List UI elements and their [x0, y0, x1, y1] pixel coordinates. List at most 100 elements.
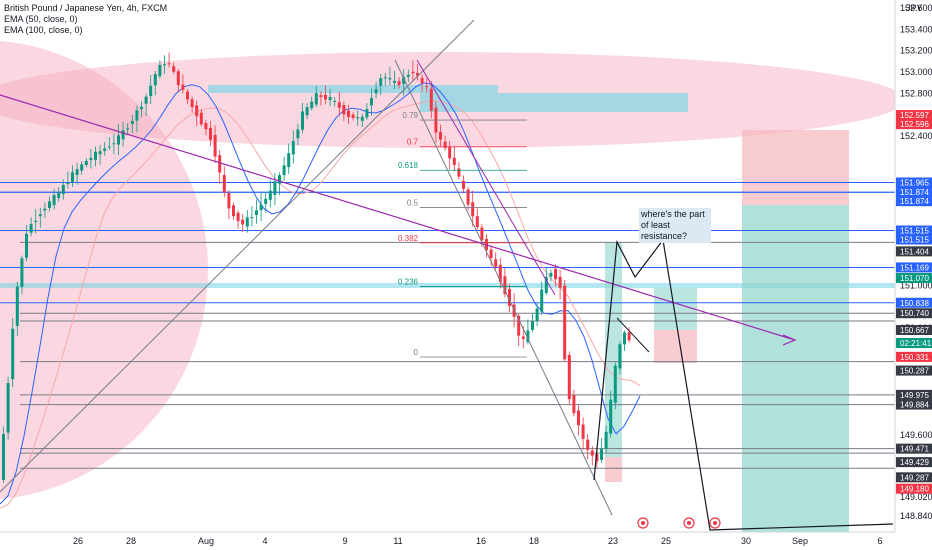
purple-trendline[interactable] [0, 94, 796, 341]
candle-body [475, 216, 479, 228]
candle-body [416, 72, 419, 76]
candle-body [204, 123, 208, 130]
price-badge-label: 151.874 [900, 188, 929, 197]
candle-body [356, 117, 360, 119]
candle-body [609, 399, 613, 434]
candle-body [558, 276, 562, 288]
candle-body [544, 276, 548, 294]
projection-segment [616, 317, 650, 353]
countdown-label: 02:21:41 [900, 339, 932, 348]
candle-body [351, 114, 355, 119]
demand-zone-1 [208, 85, 498, 93]
fib-label: 0.618 [398, 161, 419, 170]
candle-body [448, 146, 452, 159]
candle-body [531, 321, 534, 330]
ema50-label[interactable]: EMA (50, close, 0) [4, 14, 78, 24]
ema100-label[interactable]: EMA (100, close, 0) [4, 25, 83, 35]
price-badge-label: 149.471 [900, 445, 929, 454]
demand-zone-2 [420, 93, 688, 112]
candle-body [600, 448, 603, 460]
candle-body [333, 100, 337, 102]
candle-body [498, 264, 502, 282]
candle-body [255, 210, 258, 215]
candle-body [38, 214, 42, 217]
candle-body [11, 328, 15, 380]
candle-body [218, 155, 222, 173]
candle-body [347, 110, 350, 117]
price-badge [896, 483, 932, 494]
candle-body [25, 233, 28, 258]
candle-body [590, 450, 594, 456]
price-badge-label: 150.740 [900, 309, 929, 318]
candle-body [172, 66, 176, 72]
price-badge [896, 457, 932, 468]
time-axis[interactable]: 26 28 Aug 4 9 11 16 18 23 25 30 Sep 6 [73, 536, 883, 546]
candle-body [577, 410, 580, 426]
candle-body [181, 84, 185, 90]
candle-body [554, 268, 557, 280]
price-badge-label: 150.838 [900, 299, 929, 308]
falling-trendline[interactable] [394, 59, 613, 516]
candle-body [107, 146, 111, 148]
pink-ellipse-left [0, 40, 208, 500]
candle-body [420, 77, 424, 84]
price-badge-label: 150.667 [900, 326, 929, 335]
price-tick-label: 149.600 [900, 430, 932, 440]
candle-body [245, 217, 249, 227]
candle-body [66, 182, 70, 185]
price-badge-label: 152.597 [900, 111, 929, 120]
candle-body [287, 153, 291, 168]
price-badge [896, 177, 932, 188]
rising-trendline[interactable] [0, 19, 475, 493]
price-badge-label: 151.169 [900, 263, 929, 272]
candle-body [301, 111, 304, 130]
candle-body [581, 424, 585, 439]
annotation-callout[interactable]: where's the part of least resistance? [639, 208, 711, 243]
falling-trendline-2[interactable] [416, 59, 556, 296]
time-tick-label: 4 [262, 536, 267, 546]
candle-body [397, 81, 401, 86]
candle-body [241, 219, 245, 225]
currency-label: JPY [906, 3, 923, 13]
event-icons [637, 517, 721, 529]
price-badge [896, 273, 932, 284]
price-badge-label: 150.287 [900, 367, 929, 376]
candle-body [153, 74, 157, 86]
long-position-stop [605, 457, 622, 482]
fib-label: 0.382 [398, 234, 419, 243]
price-badge [896, 234, 932, 245]
candle-body [140, 106, 143, 109]
candle-body [296, 129, 300, 139]
candle-body [2, 434, 5, 480]
time-tick-label: 9 [342, 536, 347, 546]
candle-body [84, 160, 88, 165]
candle-body [535, 308, 539, 321]
candle-body [34, 220, 38, 222]
price-badge [896, 196, 932, 207]
short-position-target [654, 330, 697, 363]
candle-body [471, 202, 475, 217]
price-tick-label: 153.200 [900, 46, 932, 56]
candle-body [186, 91, 189, 100]
candle-body [425, 86, 429, 88]
candle-body [190, 99, 194, 108]
price-badge [896, 262, 932, 273]
ema-lines [0, 82, 641, 509]
candle-body [149, 85, 153, 97]
price-badge-label: 149.429 [900, 458, 929, 467]
fib-label: 0.79 [402, 111, 418, 120]
candle-body [439, 131, 442, 140]
candle-body [305, 107, 309, 116]
candle-body [89, 157, 93, 161]
price-badge [896, 399, 932, 410]
candle-body [452, 157, 456, 165]
candle-body [213, 134, 217, 157]
symbol-title[interactable]: British Pound / Japanese Yen, 4h, FXCM [4, 3, 168, 13]
candle-body [278, 175, 281, 184]
time-tick-label: 6 [877, 536, 882, 546]
candle-body [374, 89, 378, 94]
candle-body [176, 71, 180, 86]
candle-body [310, 101, 314, 109]
candle-body [314, 93, 318, 105]
